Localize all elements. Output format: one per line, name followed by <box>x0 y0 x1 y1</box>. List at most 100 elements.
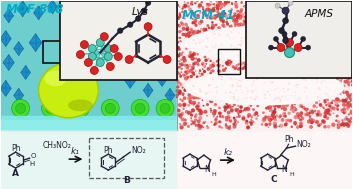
Circle shape <box>181 68 183 70</box>
Circle shape <box>197 29 200 32</box>
Circle shape <box>201 1 203 4</box>
Circle shape <box>234 5 238 9</box>
Circle shape <box>328 108 331 111</box>
Circle shape <box>212 7 215 10</box>
Circle shape <box>297 116 300 119</box>
Circle shape <box>224 106 228 110</box>
Circle shape <box>264 94 266 96</box>
Circle shape <box>271 117 274 120</box>
Circle shape <box>281 75 283 76</box>
Circle shape <box>234 21 238 26</box>
Circle shape <box>190 68 193 71</box>
Circle shape <box>181 53 183 56</box>
Circle shape <box>214 6 216 9</box>
Circle shape <box>340 109 344 113</box>
Circle shape <box>196 29 198 32</box>
Circle shape <box>225 124 227 127</box>
Circle shape <box>282 34 285 36</box>
Circle shape <box>125 56 133 64</box>
Circle shape <box>232 123 235 125</box>
Circle shape <box>213 33 215 35</box>
Circle shape <box>189 100 191 103</box>
Circle shape <box>285 46 287 48</box>
Circle shape <box>177 47 179 49</box>
Circle shape <box>326 87 327 88</box>
Circle shape <box>269 122 271 125</box>
Circle shape <box>272 112 276 115</box>
Circle shape <box>339 123 341 125</box>
Circle shape <box>185 75 186 76</box>
Circle shape <box>343 123 346 125</box>
Circle shape <box>258 74 259 75</box>
Circle shape <box>349 93 353 97</box>
Circle shape <box>288 82 291 85</box>
Circle shape <box>288 0 293 5</box>
Circle shape <box>342 123 346 127</box>
Ellipse shape <box>68 99 93 111</box>
Circle shape <box>274 30 276 33</box>
Circle shape <box>329 113 331 116</box>
Circle shape <box>198 116 202 120</box>
Circle shape <box>194 19 197 23</box>
Circle shape <box>180 30 182 32</box>
Circle shape <box>205 14 207 16</box>
Circle shape <box>236 116 238 118</box>
Circle shape <box>179 82 182 85</box>
Circle shape <box>114 53 122 60</box>
Circle shape <box>255 95 257 98</box>
Circle shape <box>323 115 327 118</box>
Circle shape <box>196 0 199 2</box>
Circle shape <box>309 125 313 129</box>
Circle shape <box>236 17 238 19</box>
Circle shape <box>195 105 199 109</box>
Circle shape <box>183 4 187 8</box>
Circle shape <box>208 26 210 29</box>
Circle shape <box>104 45 112 53</box>
Circle shape <box>220 6 223 8</box>
Circle shape <box>208 3 211 6</box>
Circle shape <box>192 63 195 66</box>
Circle shape <box>221 126 223 129</box>
Circle shape <box>281 118 285 121</box>
Circle shape <box>215 0 218 2</box>
Circle shape <box>104 53 112 60</box>
Circle shape <box>182 56 186 61</box>
Circle shape <box>240 8 243 11</box>
Circle shape <box>274 51 277 53</box>
Circle shape <box>302 106 305 109</box>
Circle shape <box>211 64 214 67</box>
Circle shape <box>214 103 217 107</box>
Circle shape <box>197 5 201 9</box>
Polygon shape <box>165 46 175 60</box>
Circle shape <box>176 41 180 44</box>
Circle shape <box>200 110 204 114</box>
Circle shape <box>223 25 226 28</box>
Circle shape <box>306 112 310 116</box>
Circle shape <box>200 19 203 23</box>
Circle shape <box>205 46 207 48</box>
Circle shape <box>214 38 216 39</box>
Circle shape <box>246 20 248 22</box>
Circle shape <box>279 49 281 50</box>
Circle shape <box>236 16 240 19</box>
Circle shape <box>100 33 108 41</box>
Circle shape <box>347 103 352 107</box>
Circle shape <box>256 112 258 114</box>
Polygon shape <box>113 3 123 17</box>
Circle shape <box>256 43 257 44</box>
Circle shape <box>303 55 305 58</box>
Circle shape <box>187 69 190 72</box>
Circle shape <box>304 46 305 47</box>
Circle shape <box>226 18 228 20</box>
Circle shape <box>252 36 254 38</box>
Circle shape <box>215 87 216 88</box>
Circle shape <box>304 91 305 93</box>
Circle shape <box>224 109 226 112</box>
Circle shape <box>205 93 207 95</box>
Circle shape <box>274 30 275 32</box>
Circle shape <box>209 31 210 32</box>
Circle shape <box>336 123 339 126</box>
Circle shape <box>195 93 197 94</box>
Circle shape <box>176 79 180 83</box>
Circle shape <box>335 55 336 56</box>
